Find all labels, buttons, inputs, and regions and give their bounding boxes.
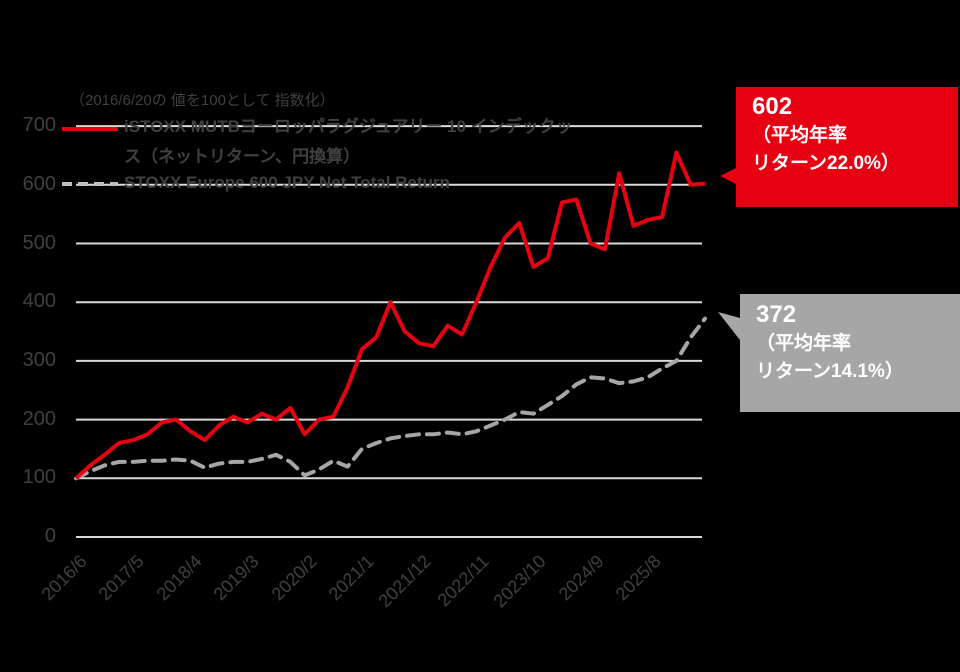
y-tick-label: 600 [22,172,56,195]
y-tick-label: 500 [22,231,56,254]
y-tick-label: 0 [44,525,56,547]
y-tick-label: 400 [22,290,56,313]
red-callout-line2: リターン22.0%） [752,153,900,174]
gray-callout-value: 372 [756,301,797,328]
y-tick-label: 100 [22,466,56,489]
red-callout-value: 602 [752,93,793,120]
legend-gray-label: STOXX Europe 600 JPY Net Total Return [124,173,450,192]
y-tick-label: 200 [22,407,56,430]
red-callout-box [720,87,958,207]
gray-callout-line1: （平均年率 [756,333,852,354]
chart-subtitle: （2016/6/20の 値を100として 指数化） [70,92,335,109]
y-tick-label: 300 [22,348,56,371]
red-callout: 602 （平均年率 リターン22.0%） [752,92,900,178]
legend-red-label-line1: iSTOXX MUTBヨーロッパラグジュアリー 10 インデックッ [124,117,573,136]
y-tick-label: 700 [22,114,56,137]
stoxx-europe-600-line [74,316,707,481]
istoxx-luxury-line [74,150,706,480]
gray-callout: 372 （平均年率 リターン14.1%） [756,300,904,386]
gray-callout-box [718,294,960,412]
gray-callout-line2: リターン14.1%） [756,361,904,382]
red-callout-line1: （平均年率 [752,125,848,146]
legend-red-label-line2: ス（ネットリターン、円換算） [124,147,361,166]
